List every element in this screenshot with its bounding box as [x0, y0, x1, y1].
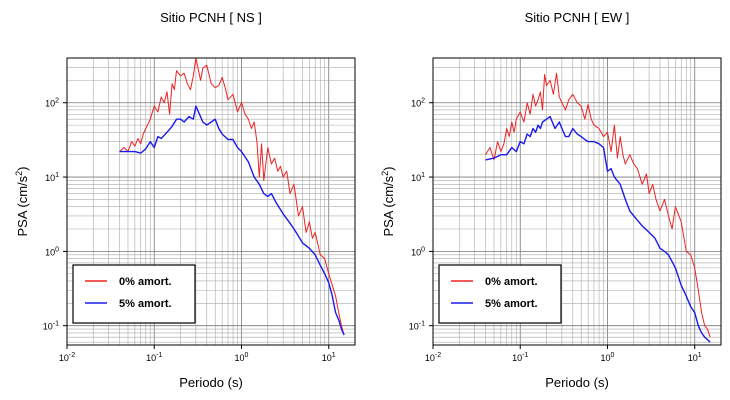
x-tick-label: 10-2 — [425, 352, 441, 363]
x-tick-base: 10 — [235, 353, 245, 363]
x-tick-exp: 1 — [332, 352, 336, 359]
plot-frame — [432, 57, 722, 346]
x-tick-base: 10 — [688, 353, 698, 363]
y-axis-label-close: ) — [381, 166, 396, 170]
x-tick-label: 101 — [688, 352, 702, 363]
x-tick-base: 10 — [322, 353, 332, 363]
y-tick-label: 102 — [411, 98, 425, 109]
chart-title: Sitio PCNH [ EW ] — [525, 10, 630, 25]
y-tick-base: 10 — [411, 173, 421, 183]
y-tick-label: 101 — [45, 172, 59, 183]
y-axis-label: PSA (cm/s2) — [380, 166, 396, 236]
y-tick-label: 101 — [411, 172, 425, 183]
series-line-damped — [485, 115, 711, 343]
legend: 0% amort. 5% amort. — [438, 264, 562, 324]
y-tick-base: 10 — [45, 99, 55, 109]
y-tick-base: 10 — [411, 247, 421, 257]
series-line-undamped — [485, 72, 711, 338]
y-axis-label-text: PSA (cm/s — [381, 175, 396, 236]
y-tick-exp: -1 — [419, 321, 425, 328]
x-tick-base: 10 — [59, 353, 69, 363]
x-tick-label: 100 — [235, 352, 249, 363]
x-tick-exp: -2 — [69, 352, 75, 359]
legend-box — [72, 264, 196, 324]
y-tick-exp: 2 — [421, 98, 425, 105]
x-tick-label: 10-1 — [512, 352, 528, 363]
y-tick-base: 10 — [45, 173, 55, 183]
x-tick-exp: 0 — [245, 352, 249, 359]
y-axis-label-text: PSA (cm/s — [15, 175, 30, 236]
y-tick-base: 10 — [411, 99, 421, 109]
x-tick-base: 10 — [512, 353, 522, 363]
x-tick-base: 10 — [425, 353, 435, 363]
x-axis-label: Periodo (s) — [545, 375, 609, 390]
y-tick-exp: 1 — [55, 172, 59, 179]
y-tick-base: 10 — [45, 247, 55, 257]
y-tick-base: 10 — [43, 322, 53, 332]
chart-title: Sitio PCNH [ NS ] — [160, 10, 262, 25]
x-tick-label: 10-2 — [59, 352, 75, 363]
series-line-damped — [119, 105, 345, 336]
y-tick-exp: 2 — [55, 98, 59, 105]
x-tick-base: 10 — [146, 353, 156, 363]
y-tick-label: 100 — [45, 246, 59, 257]
legend-label: 0% amort. — [119, 276, 172, 288]
legend-label: 0% amort. — [485, 276, 538, 288]
y-tick-exp: -1 — [53, 321, 59, 328]
y-tick-label: 10-1 — [43, 321, 59, 332]
x-tick-exp: 1 — [698, 352, 702, 359]
legend: 0% amort. 5% amort. — [72, 264, 196, 324]
y-tick-label: 10-1 — [409, 321, 425, 332]
y-axis-label-exp: 2 — [14, 171, 24, 176]
x-tick-label: 100 — [601, 352, 615, 363]
x-tick-label: 10-1 — [146, 352, 162, 363]
y-axis-label-exp: 2 — [380, 171, 390, 176]
legend-box — [438, 264, 562, 324]
legend-label: 5% amort. — [485, 298, 538, 310]
x-tick-label: 101 — [322, 352, 336, 363]
x-axis-label: Periodo (s) — [179, 375, 243, 390]
y-tick-exp: 0 — [55, 246, 59, 253]
legend-label: 5% amort. — [119, 298, 172, 310]
y-tick-label: 102 — [45, 98, 59, 109]
x-tick-exp: -1 — [522, 352, 528, 359]
y-tick-label: 100 — [411, 246, 425, 257]
x-tick-exp: 0 — [611, 352, 615, 359]
y-tick-exp: 1 — [421, 172, 425, 179]
y-axis-label-close: ) — [15, 166, 30, 170]
grid — [432, 57, 722, 345]
y-axis-label: PSA (cm/s2) — [14, 166, 30, 236]
y-tick-base: 10 — [409, 322, 419, 332]
y-tick-exp: 0 — [421, 246, 425, 253]
x-tick-exp: -1 — [156, 352, 162, 359]
series-line-undamped — [119, 57, 345, 336]
x-tick-exp: -2 — [435, 352, 441, 359]
x-tick-base: 10 — [601, 353, 611, 363]
plot-frame — [66, 57, 356, 346]
